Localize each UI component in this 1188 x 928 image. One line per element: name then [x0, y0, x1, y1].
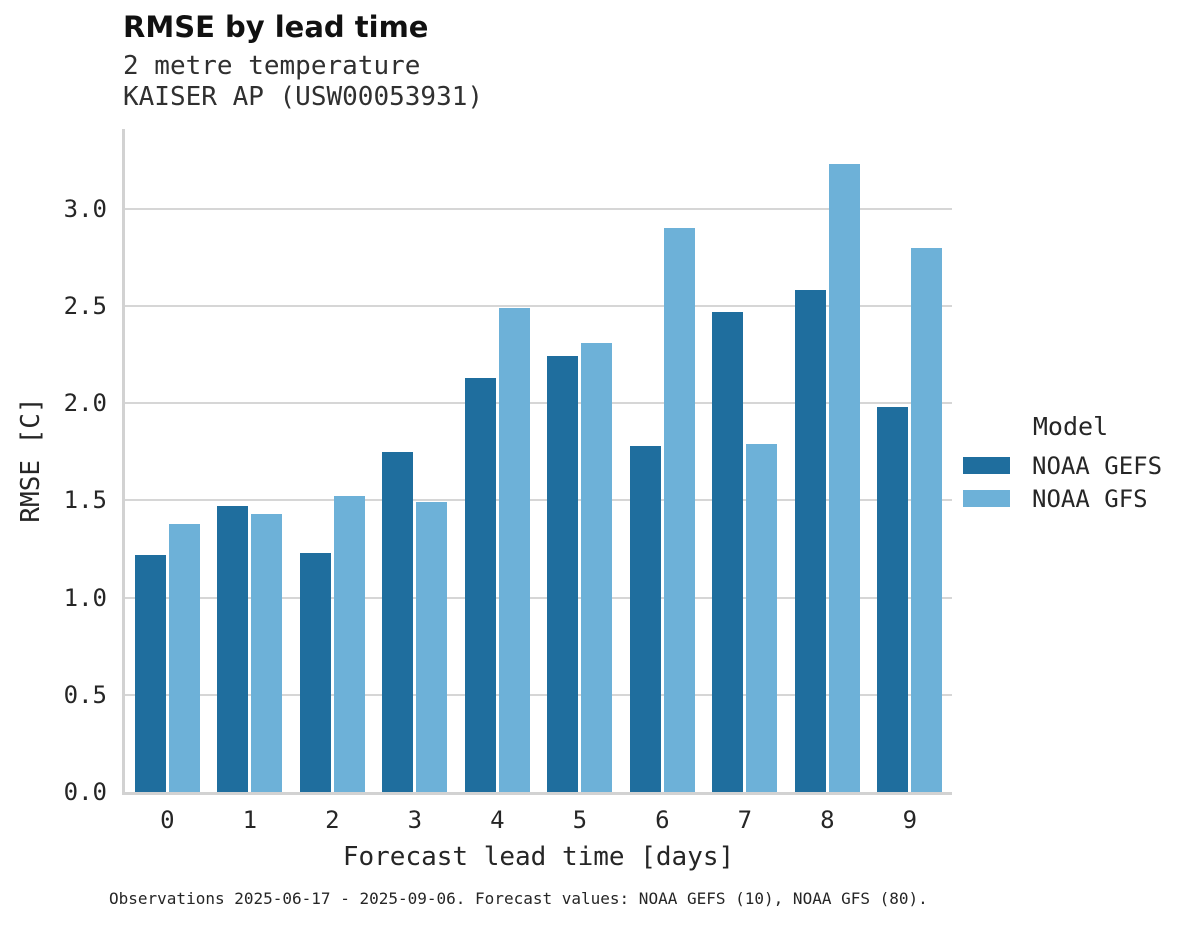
legend-title: Model	[1032, 412, 1109, 441]
y-tick-label-0.0: 0.0	[63, 778, 107, 806]
bar-noaa-gfs-lead-2	[333, 496, 365, 792]
y-axis-label: RMSE [C]	[16, 397, 46, 523]
y-tick-label-2.0: 2.0	[63, 389, 107, 418]
gridline-y-2.0	[125, 402, 952, 405]
bar-noaa-gefs-lead-5	[547, 356, 579, 792]
x-axis-label: Forecast lead time [days]	[342, 842, 735, 872]
legend-label-noaa-gfs: NOAA GFS	[1032, 484, 1148, 513]
x-tick-label-8: 8	[820, 806, 835, 834]
y-tick-label-2.5: 2.5	[63, 291, 107, 320]
gridline-y-3.0	[125, 207, 952, 210]
bar-noaa-gefs-lead-4	[464, 377, 496, 792]
bar-noaa-gfs-lead-8	[828, 164, 860, 792]
x-tick-label-6: 6	[655, 806, 670, 834]
x-tick-label-0: 0	[160, 806, 175, 834]
chart-header: RMSE by lead time 2 metre temperature KA…	[123, 10, 484, 113]
gridline-y-2.5	[125, 304, 952, 307]
gridline-y-1.5	[125, 499, 952, 502]
y-tick-label-3.0: 3.0	[63, 194, 107, 223]
legend-swatch-noaa-gefs	[963, 457, 1010, 474]
bar-noaa-gfs-lead-0	[168, 523, 200, 792]
x-tick-label-4: 4	[490, 806, 505, 834]
bar-noaa-gfs-lead-4	[498, 307, 530, 792]
plot-area: Forecast lead time [days] 0.0 0.5 1.0 1.5 2.…	[64, 129, 952, 872]
footnote: Observations 2025-06-17 - 2025-09-06. Fo…	[109, 889, 928, 908]
x-tick-label-5: 5	[572, 806, 588, 834]
chart-title: RMSE by lead time	[123, 10, 429, 44]
x-tick-label-1: 1	[242, 806, 258, 834]
bar-noaa-gefs-lead-0	[134, 554, 166, 792]
bar-noaa-gefs-lead-7	[712, 311, 744, 792]
bar-noaa-gefs-lead-3	[382, 451, 414, 792]
x-tick-label-3: 3	[407, 806, 423, 834]
legend-entry-noaa-gefs: NOAA GEFS	[963, 449, 1178, 482]
chart-subtitle-station: KAISER AP (USW00053931)	[123, 81, 484, 112]
bar-noaa-gefs-lead-1	[217, 506, 249, 792]
x-tick-label-7: 7	[737, 806, 753, 834]
legend: Model NOAA GEFS NOAA GFS	[963, 412, 1178, 515]
legend-label-noaa-gefs: NOAA GEFS	[1032, 451, 1163, 480]
y-tick-label-1.0: 1.0	[63, 583, 107, 612]
bar-noaa-gfs-lead-3	[416, 502, 448, 792]
bar-noaa-gfs-lead-6	[663, 228, 695, 792]
gridline-y-0.5	[125, 693, 952, 696]
bar-noaa-gefs-lead-6	[629, 445, 661, 792]
bar-noaa-gefs-lead-9	[877, 407, 909, 792]
chart-subtitle-variable: 2 metre temperature	[123, 50, 421, 81]
gridline-y-1.0	[125, 596, 952, 599]
y-tick-label-1.5: 1.5	[63, 486, 107, 515]
bar-noaa-gefs-lead-8	[794, 290, 826, 792]
bar-noaa-gfs-lead-7	[746, 443, 778, 792]
x-tick-label-9: 9	[902, 806, 918, 834]
y-tick-label-0.5: 0.5	[63, 680, 107, 709]
bar-noaa-gefs-lead-2	[299, 552, 331, 792]
bar-noaa-gfs-lead-1	[251, 513, 283, 792]
bar-noaa-gfs-lead-5	[581, 342, 613, 792]
bar-noaa-gfs-lead-9	[911, 247, 943, 792]
x-tick-label-2: 2	[325, 806, 340, 834]
legend-swatch-noaa-gfs	[963, 490, 1010, 507]
legend-entry-noaa-gfs: NOAA GFS	[963, 482, 1178, 515]
